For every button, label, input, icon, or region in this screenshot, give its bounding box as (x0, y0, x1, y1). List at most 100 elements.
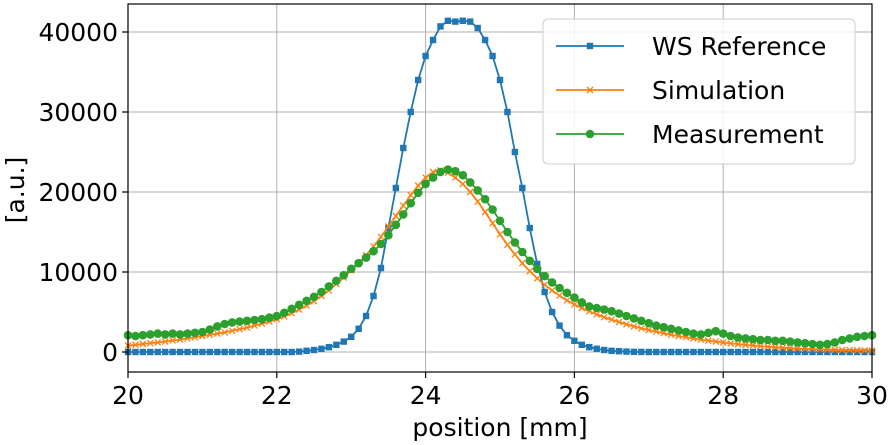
legend-marker (586, 42, 594, 50)
data-point-ws-reference (310, 346, 318, 354)
data-point-measurement (294, 300, 304, 310)
data-point-measurement (763, 335, 773, 345)
data-point-simulation (489, 219, 497, 227)
data-point-measurement (718, 329, 728, 338)
data-point-measurement (376, 239, 386, 249)
data-point-simulation (459, 180, 467, 188)
x-tick-label: 24 (410, 381, 442, 410)
data-point-simulation (414, 182, 422, 190)
data-point-simulation (645, 326, 653, 334)
data-point-simulation (243, 324, 251, 332)
data-point-measurement (711, 326, 721, 336)
data-point-measurement (815, 340, 825, 350)
data-point-measurement (242, 316, 252, 326)
data-point-simulation (228, 327, 236, 335)
data-point-simulation (660, 329, 668, 337)
data-point-simulation (541, 281, 549, 289)
y-tick-label: 40000 (38, 18, 118, 47)
legend-item-ws-reference: WS Reference (556, 32, 826, 61)
data-point-ws-reference (608, 347, 615, 354)
data-point-ws-reference (638, 348, 645, 356)
data-point-measurement (406, 198, 416, 208)
data-point-measurement (704, 328, 713, 338)
data-point-simulation (139, 340, 147, 348)
data-point-ws-reference (504, 108, 511, 116)
data-point-measurement (265, 313, 274, 322)
series-measurement (123, 165, 877, 350)
data-point-simulation (407, 191, 415, 199)
data-point-measurement (510, 238, 520, 247)
data-point-ws-reference (653, 348, 660, 356)
data-point-measurement (778, 336, 788, 346)
data-point-simulation (771, 343, 779, 351)
data-point-ws-reference (839, 348, 846, 356)
data-point-ws-reference (444, 17, 452, 24)
y-tick-label: 0 (102, 338, 118, 367)
data-point-measurement (793, 338, 802, 347)
data-point-measurement (451, 166, 460, 176)
data-point-simulation (600, 313, 608, 321)
data-point-measurement (808, 339, 817, 349)
series-layer (123, 17, 877, 356)
data-point-measurement (532, 264, 542, 274)
data-point-measurement (198, 327, 207, 337)
data-point-ws-reference (690, 348, 697, 356)
data-point-ws-reference (481, 36, 489, 44)
data-point-ws-reference (578, 341, 586, 348)
data-point-measurement (443, 165, 453, 174)
data-point-ws-reference (675, 348, 682, 356)
data-point-ws-reference (459, 17, 466, 24)
data-point-measurement (503, 227, 512, 237)
data-point-measurement (547, 278, 557, 287)
data-point-simulation (861, 346, 869, 354)
data-point-measurement (614, 309, 624, 318)
data-point-measurement (131, 331, 140, 341)
data-point-measurement (681, 327, 691, 337)
data-point-ws-reference (377, 264, 385, 272)
data-point-measurement (659, 322, 668, 332)
data-point-ws-reference (727, 348, 734, 356)
data-point-simulation (846, 346, 854, 354)
data-point-measurement (458, 170, 468, 180)
data-point-measurement (332, 276, 341, 286)
legend: WS Reference Simulation Measurement (542, 18, 856, 165)
data-point-ws-reference (139, 348, 147, 356)
data-point-ws-reference (407, 108, 414, 116)
data-point-measurement (205, 325, 215, 334)
data-point-simulation (838, 346, 846, 354)
data-point-ws-reference (667, 348, 675, 356)
data-point-measurement (436, 167, 445, 177)
x-tick-label: 28 (707, 381, 739, 410)
data-point-measurement (525, 256, 535, 266)
data-point-ws-reference (623, 348, 630, 355)
data-point-measurement (518, 247, 527, 257)
data-point-simulation (236, 325, 244, 333)
data-point-simulation (511, 250, 519, 258)
data-point-ws-reference (809, 348, 816, 356)
data-point-measurement (421, 179, 430, 189)
legend-marker (586, 86, 594, 94)
data-point-ws-reference (682, 348, 690, 356)
data-point-ws-reference (534, 260, 541, 268)
data-point-measurement (138, 330, 148, 340)
data-point-measurement (629, 314, 639, 323)
data-point-ws-reference (563, 332, 571, 339)
data-point-ws-reference (779, 348, 786, 356)
data-point-measurement (756, 335, 765, 345)
data-point-measurement (540, 271, 549, 281)
data-point-simulation (533, 274, 541, 282)
data-point-simulation (146, 339, 154, 347)
legend-label: WS Reference (652, 32, 826, 61)
data-point-simulation (548, 286, 556, 294)
data-point-measurement (495, 216, 505, 226)
data-point-ws-reference (630, 348, 638, 356)
data-point-measurement (860, 331, 869, 341)
data-point-simulation (764, 343, 772, 351)
data-point-measurement (369, 246, 378, 256)
legend-item-simulation: Simulation (556, 76, 785, 105)
data-point-simulation (526, 267, 534, 275)
data-point-ws-reference (251, 348, 258, 356)
data-point-ws-reference (348, 333, 355, 340)
data-point-measurement (577, 298, 587, 307)
data-point-ws-reference (281, 348, 288, 356)
